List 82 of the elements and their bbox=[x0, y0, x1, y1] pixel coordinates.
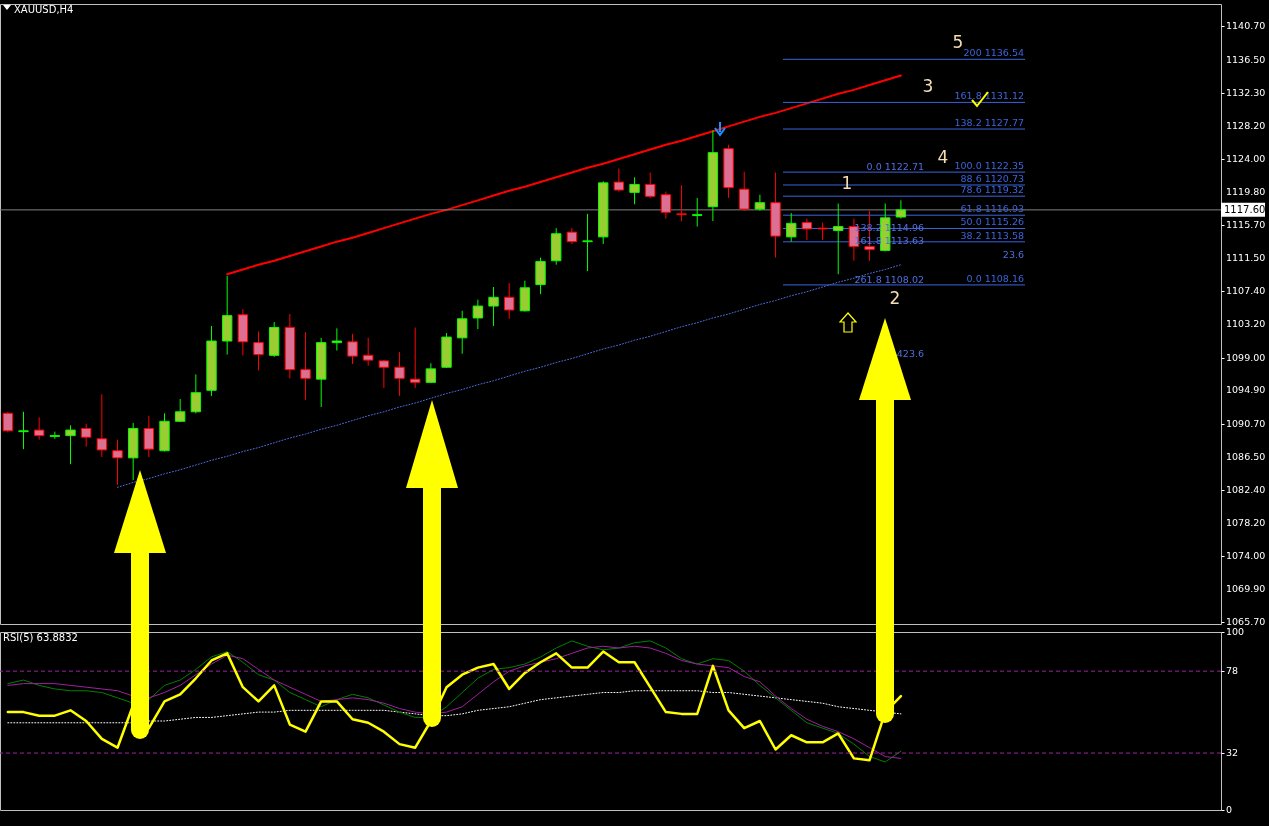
candlestick bbox=[582, 213, 593, 272]
candlestick bbox=[80, 423, 92, 448]
y-tick-label: 1124.00 bbox=[1226, 153, 1266, 164]
y-tick-label: 1099.00 bbox=[1226, 351, 1266, 363]
y-tick-label: 1115.70 bbox=[1226, 218, 1266, 230]
y-tick-label: 1107.40 bbox=[1226, 284, 1266, 296]
y-tick-label: 1136.50 bbox=[1226, 53, 1266, 65]
candlestick bbox=[33, 416, 45, 441]
y-tick-label: 0 bbox=[1226, 804, 1233, 815]
annotation: 1 bbox=[841, 173, 853, 193]
candlestick bbox=[472, 299, 484, 330]
y-tick-label: 1140.70 bbox=[1226, 20, 1266, 32]
candlestick bbox=[833, 203, 844, 275]
candlestick bbox=[629, 176, 640, 205]
y-tick-label: 1128.20 bbox=[1226, 119, 1266, 131]
candlestick bbox=[347, 333, 358, 365]
y-tick-label: 1103.20 bbox=[1226, 318, 1266, 330]
ref-line-label: 61.8 1116.93 bbox=[960, 203, 1024, 215]
candlestick bbox=[535, 257, 546, 295]
ref-line-label: 100.0 1122.35 bbox=[954, 160, 1024, 172]
chart-title: RSI(5) 63.8832 bbox=[3, 632, 78, 643]
chart-title: XAUUSD,H4 bbox=[14, 4, 74, 15]
candlestick bbox=[394, 351, 405, 397]
ref-line-label: 161.8 1131.12 bbox=[954, 90, 1024, 102]
ref-line-label: 38.2 1113.58 bbox=[960, 229, 1024, 241]
candlestick bbox=[504, 282, 515, 320]
candlestick bbox=[801, 218, 813, 241]
candlestick bbox=[300, 331, 311, 401]
candlestick bbox=[676, 184, 687, 222]
candlestick bbox=[754, 194, 766, 212]
annotation: 0.0 1122.71 bbox=[866, 161, 924, 172]
text: 5 bbox=[952, 32, 964, 52]
text: 3 bbox=[922, 76, 934, 96]
candlestick bbox=[410, 327, 421, 389]
candlestick bbox=[488, 286, 499, 327]
ref-line-label: 78.6 1119.32 bbox=[960, 184, 1024, 196]
ref-line-label: 0.0 1108.16 bbox=[966, 272, 1024, 284]
text: 23.6 bbox=[1002, 249, 1024, 260]
candlestick bbox=[786, 212, 797, 243]
y-tick-label: 1119.80 bbox=[1226, 186, 1266, 198]
y-tick-label: 1111.50 bbox=[1226, 252, 1266, 264]
candlestick bbox=[660, 191, 672, 220]
ref-line-label: 50.0 1115.26 bbox=[960, 216, 1024, 228]
candlestick bbox=[96, 393, 108, 458]
annotation: 423.6 bbox=[896, 348, 924, 359]
y-tick-label: 1086.50 bbox=[1226, 451, 1266, 463]
candlestick bbox=[363, 337, 374, 367]
candlestick bbox=[65, 424, 76, 465]
annotation: 261.8 1108.02 bbox=[854, 274, 924, 285]
candlestick bbox=[18, 411, 29, 450]
text: 4 bbox=[937, 147, 949, 167]
y-tick-label: 32 bbox=[1226, 747, 1239, 759]
annotation: 2 bbox=[889, 288, 901, 308]
ref-line-label: 1117.60 bbox=[1224, 203, 1266, 215]
candlestick bbox=[253, 330, 264, 371]
ref-line-label: 88.6 1120.73 bbox=[960, 172, 1024, 184]
candlestick bbox=[645, 172, 656, 199]
y-tick-label: 1090.70 bbox=[1226, 417, 1266, 429]
y-tick-label: 1065.70 bbox=[1226, 616, 1266, 628]
candlestick bbox=[2, 411, 14, 433]
y-tick-label: 1069.90 bbox=[1226, 583, 1266, 595]
candlestick bbox=[143, 415, 155, 458]
y-tick-label: 78 bbox=[1226, 665, 1239, 677]
y-tick-label: 100 bbox=[1226, 626, 1245, 637]
candlestick bbox=[378, 359, 390, 389]
candlestick bbox=[190, 373, 202, 414]
ref-line-label: 138.2 1127.77 bbox=[954, 117, 1024, 129]
y-tick-label: 1094.90 bbox=[1226, 384, 1266, 396]
candlestick bbox=[613, 168, 625, 193]
y-tick-label: 1074.00 bbox=[1226, 550, 1266, 562]
candlestick bbox=[331, 327, 343, 352]
candlestick bbox=[457, 310, 468, 355]
line-series bbox=[7, 690, 902, 724]
candlestick bbox=[739, 171, 750, 212]
candlestick bbox=[895, 199, 907, 220]
candlestick bbox=[112, 439, 123, 486]
y-tick-label: 1078.20 bbox=[1226, 517, 1266, 529]
ref-line-label: 200 1136.54 bbox=[963, 47, 1024, 59]
candlestick bbox=[519, 280, 531, 313]
candlestick bbox=[692, 197, 703, 228]
y-tick-label: 1082.40 bbox=[1226, 483, 1266, 495]
y-tick-label: 1132.30 bbox=[1226, 87, 1266, 99]
